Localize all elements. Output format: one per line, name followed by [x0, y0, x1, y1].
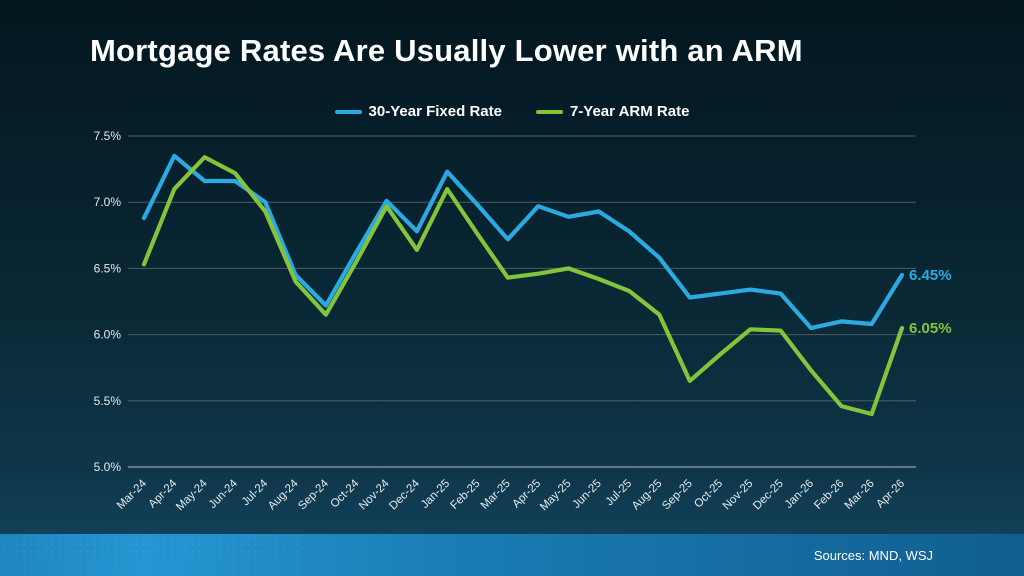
- x-axis-tick-label: Jan-26: [783, 478, 816, 511]
- x-axis-tick-label: Sep-24: [296, 477, 331, 512]
- footer-bar: Sources: MND, WSJ: [0, 534, 1024, 576]
- x-axis-tick-label: Dec-24: [387, 477, 422, 512]
- x-axis-tick-label: May-25: [538, 478, 574, 514]
- chart-legend: 30-Year Fixed Rate 7-Year ARM Rate: [0, 103, 1024, 120]
- y-axis-tick-label: 7.5%: [94, 129, 122, 143]
- x-axis-tick-label: Jan-25: [419, 478, 452, 511]
- x-axis-tick-label: Jun-25: [571, 478, 604, 511]
- x-axis-tick-label: Sep-25: [660, 478, 695, 513]
- legend-label-30yr-fixed: 30-Year Fixed Rate: [368, 103, 502, 120]
- x-axis-tick-label: Dec-25: [751, 478, 786, 513]
- x-axis-tick-label: Apr-26: [874, 478, 907, 511]
- line-series-7-year-arm-rate: [141, 155, 905, 417]
- x-axis-tick-label: Mar-24: [115, 477, 150, 512]
- x-axis-tick-label: Feb-26: [812, 478, 846, 512]
- slide-title: Mortgage Rates Are Usually Lower with an…: [90, 33, 803, 68]
- x-axis-tick-label: Aug-25: [630, 478, 665, 513]
- end-value-label: 6.05%: [909, 320, 952, 337]
- source-attribution: Sources: MND, WSJ: [813, 547, 933, 563]
- x-axis-tick-label: Feb-25: [448, 478, 482, 512]
- x-axis-tick-label: Mar-26: [843, 478, 877, 512]
- x-axis-tick-label: Oct-24: [328, 477, 361, 510]
- x-axis-tick-label: Oct-25: [692, 478, 725, 511]
- line-series-30-year-fixed-rate: [141, 153, 905, 331]
- legend-swatch-7yr-arm: [535, 109, 563, 114]
- legend-swatch-30yr-fixed: [334, 109, 362, 114]
- x-axis-tick-label: Nov-24: [357, 477, 392, 512]
- x-axis-tick-label: Jun-24: [207, 477, 241, 511]
- end-value-label: 6.45%: [909, 267, 952, 284]
- x-axis-tick-label: Nov-25: [721, 478, 756, 513]
- y-axis-tick-label: 5.5%: [94, 394, 122, 408]
- legend-item-7yr-arm: 7-Year ARM Rate: [535, 103, 690, 120]
- legend-label-7yr-arm: 7-Year ARM Rate: [569, 103, 690, 120]
- x-axis-tick-label: Mar-25: [479, 478, 513, 512]
- legend-item-30yr-fixed: 30-Year Fixed Rate: [334, 103, 502, 120]
- y-axis-tick-label: 5.0%: [94, 460, 122, 474]
- y-axis-tick-label: 7.0%: [94, 195, 122, 209]
- y-axis-tick-label: 6.0%: [94, 328, 122, 342]
- x-axis-tick-label: May-24: [174, 477, 210, 513]
- y-axis-tick-label: 6.5%: [94, 261, 122, 275]
- x-axis-tick-label: Aug-24: [266, 477, 301, 512]
